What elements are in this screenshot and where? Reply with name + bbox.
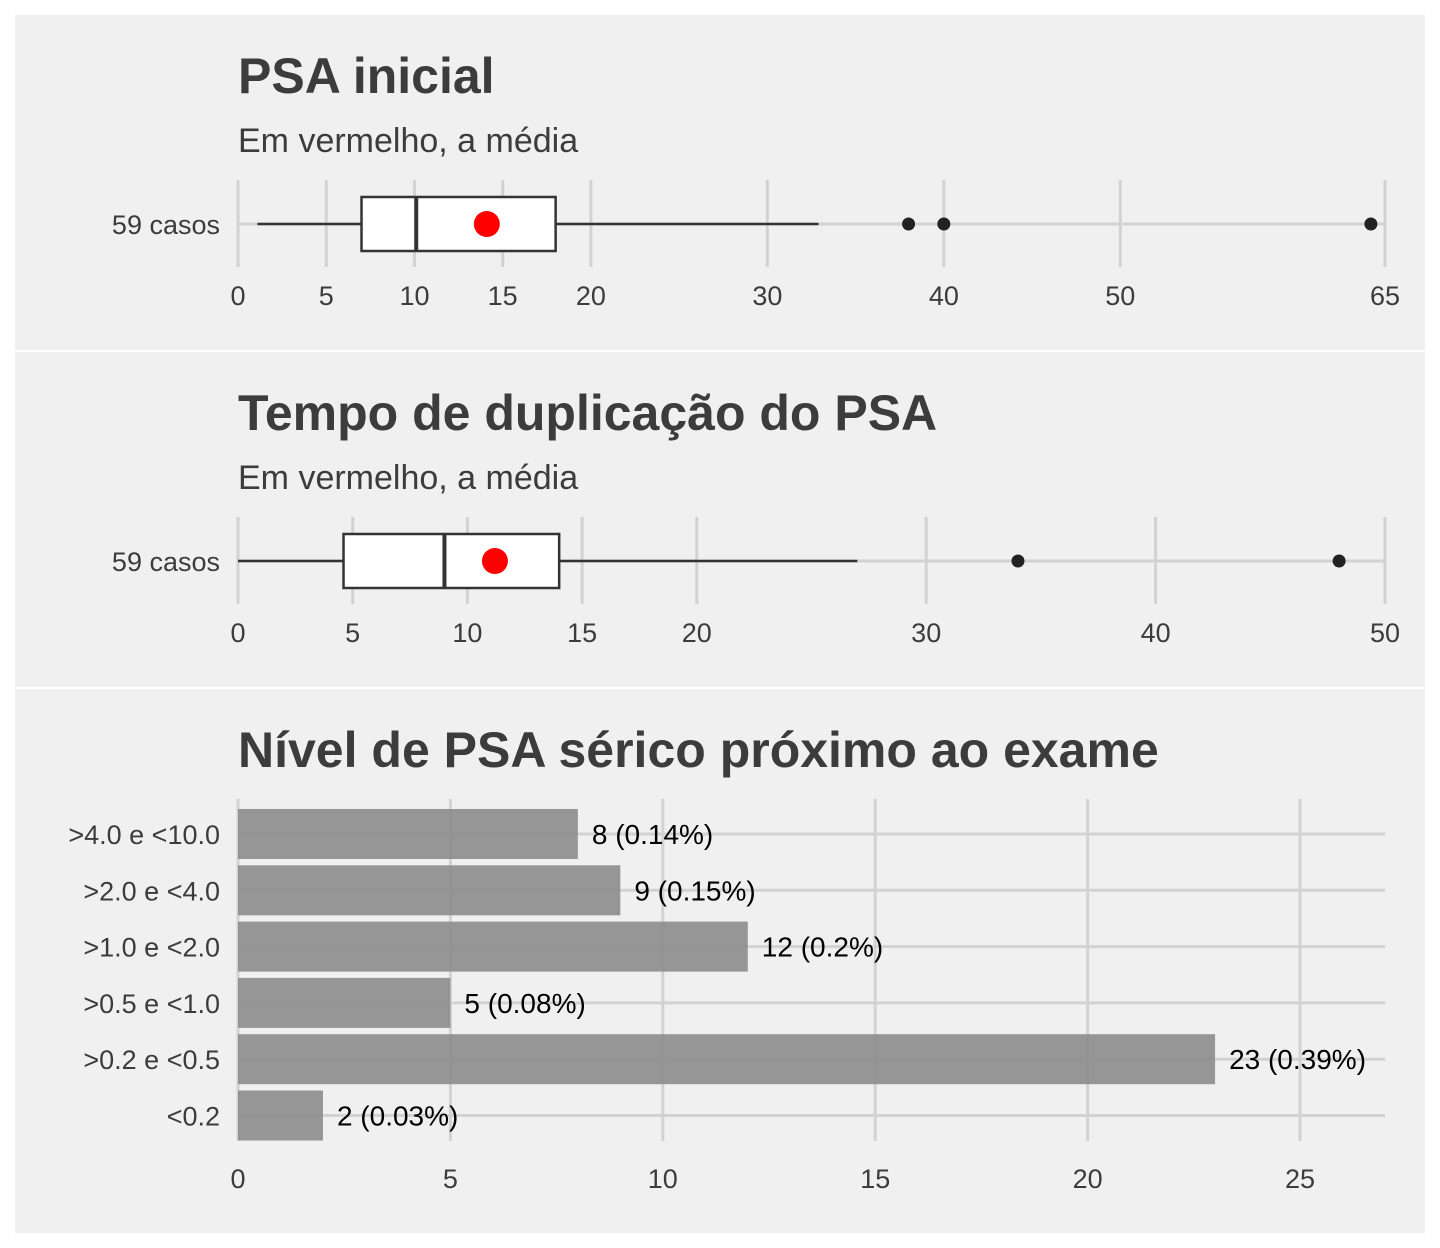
x-tick-label: 15	[567, 618, 597, 648]
iqr-box	[342, 532, 561, 590]
chart-title: Nível de PSA sérico próximo ao exame	[238, 722, 1159, 778]
x-tick-label: 15	[488, 281, 518, 311]
x-tick-label: 15	[860, 1164, 890, 1194]
outlier-point	[902, 217, 916, 231]
x-tick-label: 20	[576, 281, 606, 311]
nivel-psa-chart: Nível de PSA sérico próximo ao exame 2 (…	[68, 722, 1385, 1194]
outlier-point	[1011, 554, 1025, 568]
x-tick-label: 65	[1370, 281, 1400, 311]
psa-inicial-panel: PSA inicial Em vermelho, a média 59 caso…	[15, 15, 1425, 350]
x-tick-label: 40	[929, 281, 959, 311]
x-tick-label: 10	[399, 281, 429, 311]
data-label: 5 (0.08%)	[464, 988, 585, 1019]
boxplot-marks	[238, 532, 1346, 590]
x-tick-label: 5	[443, 1164, 458, 1194]
iqr-box	[360, 195, 557, 253]
category-label: 59 casos	[112, 547, 220, 577]
tempo-duplicacao-chart: Tempo de duplicação do PSA Em vermelho, …	[112, 385, 1400, 648]
x-axis-ticks: 0 5 10 15 20 30 40 50	[230, 618, 1400, 648]
data-label: 12 (0.2%)	[762, 932, 883, 963]
category-label: 59 casos	[112, 210, 220, 240]
chart-subtitle: Em vermelho, a média	[238, 459, 578, 497]
x-tick-label: 30	[752, 281, 782, 311]
bar	[238, 865, 621, 916]
outlier-point	[1332, 554, 1346, 568]
chart-title: Tempo de duplicação do PSA	[238, 385, 937, 441]
x-tick-label: 0	[230, 618, 245, 648]
y-category-label: >4.0 e <10.0	[68, 820, 220, 850]
nivel-psa-panel: Nível de PSA sérico próximo ao exame 2 (…	[15, 689, 1425, 1233]
outlier-point	[1364, 217, 1378, 231]
bar	[238, 1034, 1216, 1085]
bar	[238, 1090, 323, 1141]
mean-point	[481, 548, 508, 574]
chart-subtitle: Em vermelho, a média	[238, 122, 578, 160]
x-tick-label: 20	[682, 618, 712, 648]
y-category-label: <0.2	[167, 1102, 220, 1132]
data-label: 2 (0.03%)	[337, 1101, 458, 1132]
y-category-label: >1.0 e <2.0	[83, 933, 220, 963]
x-tick-label: 10	[452, 618, 482, 648]
data-label: 8 (0.14%)	[592, 819, 713, 850]
mean-point	[473, 211, 500, 237]
x-axis-ticks: 0 5 10 15 20 25 <0.2 >0.2 e <0.5 >0.5 e <1.0 >1.0…	[68, 820, 1315, 1194]
bar	[238, 977, 451, 1028]
chart-title: PSA inicial	[238, 48, 495, 104]
x-tick-label: 5	[345, 618, 360, 648]
x-tick-label: 30	[911, 618, 941, 648]
y-category-label: >2.0 e <4.0	[83, 876, 220, 906]
x-tick-label: 25	[1285, 1164, 1315, 1194]
y-category-label: >0.2 e <0.5	[83, 1045, 220, 1075]
outlier-point	[937, 217, 951, 231]
y-category-label: >0.5 e <1.0	[83, 989, 220, 1019]
boxplot-marks	[257, 195, 1378, 253]
x-tick-label: 50	[1105, 281, 1135, 311]
x-axis-ticks: 0 5 10 15 20 30 40 50 65	[230, 281, 1400, 311]
bar	[238, 921, 748, 972]
bar-marks: 2 (0.03%) 23 (0.39%) 5 (0.08%) 12 (0.2%)9 (…	[238, 809, 1366, 1141]
x-tick-label: 20	[1073, 1164, 1103, 1194]
x-tick-label: 0	[230, 281, 245, 311]
x-tick-label: 0	[230, 1164, 245, 1194]
data-label: 9 (0.15%)	[634, 875, 755, 906]
x-tick-label: 40	[1141, 618, 1171, 648]
data-label: 23 (0.39%)	[1229, 1044, 1366, 1075]
tempo-duplicacao-panel: Tempo de duplicação do PSA Em vermelho, …	[15, 352, 1425, 687]
x-tick-label: 5	[319, 281, 334, 311]
bar	[238, 809, 578, 859]
x-tick-label: 10	[648, 1164, 678, 1194]
psa-inicial-chart: PSA inicial Em vermelho, a média 59 caso…	[112, 48, 1400, 311]
x-tick-label: 50	[1370, 618, 1400, 648]
